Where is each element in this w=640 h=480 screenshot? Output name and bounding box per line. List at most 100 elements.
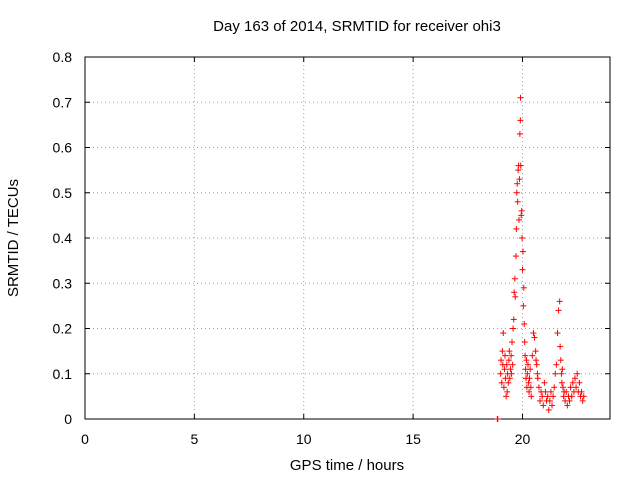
data-point: [541, 379, 548, 386]
plot-frame: [84, 56, 611, 420]
data-point: [517, 117, 524, 124]
data-point: [514, 198, 521, 205]
data-point: [569, 379, 576, 386]
data-point: [518, 207, 525, 214]
data-point: [564, 402, 571, 409]
x-tick-label: 0: [81, 431, 89, 447]
y-axis-label: SRMTID / TECUs: [5, 179, 22, 297]
data-point: [547, 388, 554, 395]
data-point: [580, 393, 587, 400]
data-point: [578, 388, 585, 395]
data-point: [522, 352, 529, 359]
data-point: [539, 393, 546, 400]
data-point: [512, 293, 519, 300]
data-point: [537, 397, 543, 404]
data-point: [516, 176, 523, 183]
y-tick-label: 0.1: [53, 366, 73, 382]
data-point: [546, 397, 553, 404]
data-point: [549, 402, 556, 409]
data-point: [552, 370, 559, 377]
x-tick-label: 15: [405, 431, 421, 447]
data-point: [509, 339, 515, 346]
data-point: [526, 375, 533, 382]
data-point: [504, 388, 511, 395]
data-point: [512, 253, 519, 260]
data-point: [509, 361, 516, 368]
data-point: [531, 334, 538, 341]
data-point: [525, 379, 532, 386]
y-tick-label: 0.5: [53, 185, 73, 201]
data-point: [503, 393, 510, 400]
data-point: [500, 330, 507, 337]
data-point: [527, 366, 534, 373]
data-point: [542, 388, 549, 395]
chart-title: Day 163 of 2014, SRMTID for receiver ohi…: [213, 18, 501, 35]
data-point: [527, 384, 534, 391]
data-point: [559, 384, 566, 391]
data-point: [505, 379, 512, 386]
x-tick-label: 5: [190, 431, 198, 447]
data-point: [498, 379, 505, 386]
data-point: [500, 384, 507, 391]
data-point: [516, 216, 522, 223]
data-point: [533, 357, 540, 364]
data-point: [506, 375, 513, 382]
data-point: [508, 370, 515, 377]
data-point: [573, 384, 580, 391]
data-point: [520, 302, 527, 309]
data-point: [529, 352, 536, 359]
data-points: [494, 94, 587, 422]
data-point: [579, 397, 586, 404]
data-point: [519, 248, 526, 255]
data-point: [558, 370, 565, 377]
data-point: [513, 189, 520, 196]
data-point: [502, 352, 508, 359]
data-point: [540, 402, 547, 409]
data-point: [555, 307, 562, 314]
data-point: [499, 348, 506, 355]
data-point: [526, 388, 533, 395]
data-point: [501, 366, 508, 373]
data-point: [497, 370, 504, 377]
x-tick-label: 10: [296, 431, 312, 447]
data-point: [520, 284, 527, 291]
data-point: [568, 393, 575, 400]
data-point: [510, 325, 517, 332]
x-tick-label: 20: [515, 431, 531, 447]
y-tick-label: 0.7: [53, 94, 73, 110]
y-tick-label: 0.8: [53, 49, 73, 65]
data-point: [554, 330, 561, 337]
data-point: [530, 330, 537, 337]
data-point: [511, 275, 518, 282]
x-axis-label: GPS time / hours: [290, 457, 404, 474]
data-point: [517, 162, 524, 169]
data-point: [521, 339, 528, 346]
data-point: [523, 357, 530, 364]
data-point: [566, 397, 573, 404]
data-point: [521, 320, 528, 327]
data-point: [519, 266, 526, 273]
data-point: [524, 370, 531, 377]
data-point: [507, 366, 514, 373]
data-point: [563, 388, 570, 395]
data-point: [524, 361, 531, 368]
data-point: [559, 366, 566, 373]
data-point: [553, 361, 560, 368]
data-point: [567, 384, 574, 391]
data-point: [514, 180, 521, 187]
data-point: [498, 357, 505, 364]
data-point: [505, 357, 512, 364]
data-point: [517, 94, 524, 101]
y-tick-label: 0.2: [53, 321, 73, 337]
data-point: [494, 416, 501, 422]
data-point: [513, 225, 520, 232]
data-point: [535, 384, 542, 391]
data-point: [557, 357, 564, 364]
data-point: [506, 348, 513, 355]
data-point: [510, 316, 517, 323]
data-point: [556, 298, 563, 305]
data-point: [508, 352, 515, 359]
grid-lines: [85, 57, 610, 419]
data-point: [533, 361, 540, 368]
